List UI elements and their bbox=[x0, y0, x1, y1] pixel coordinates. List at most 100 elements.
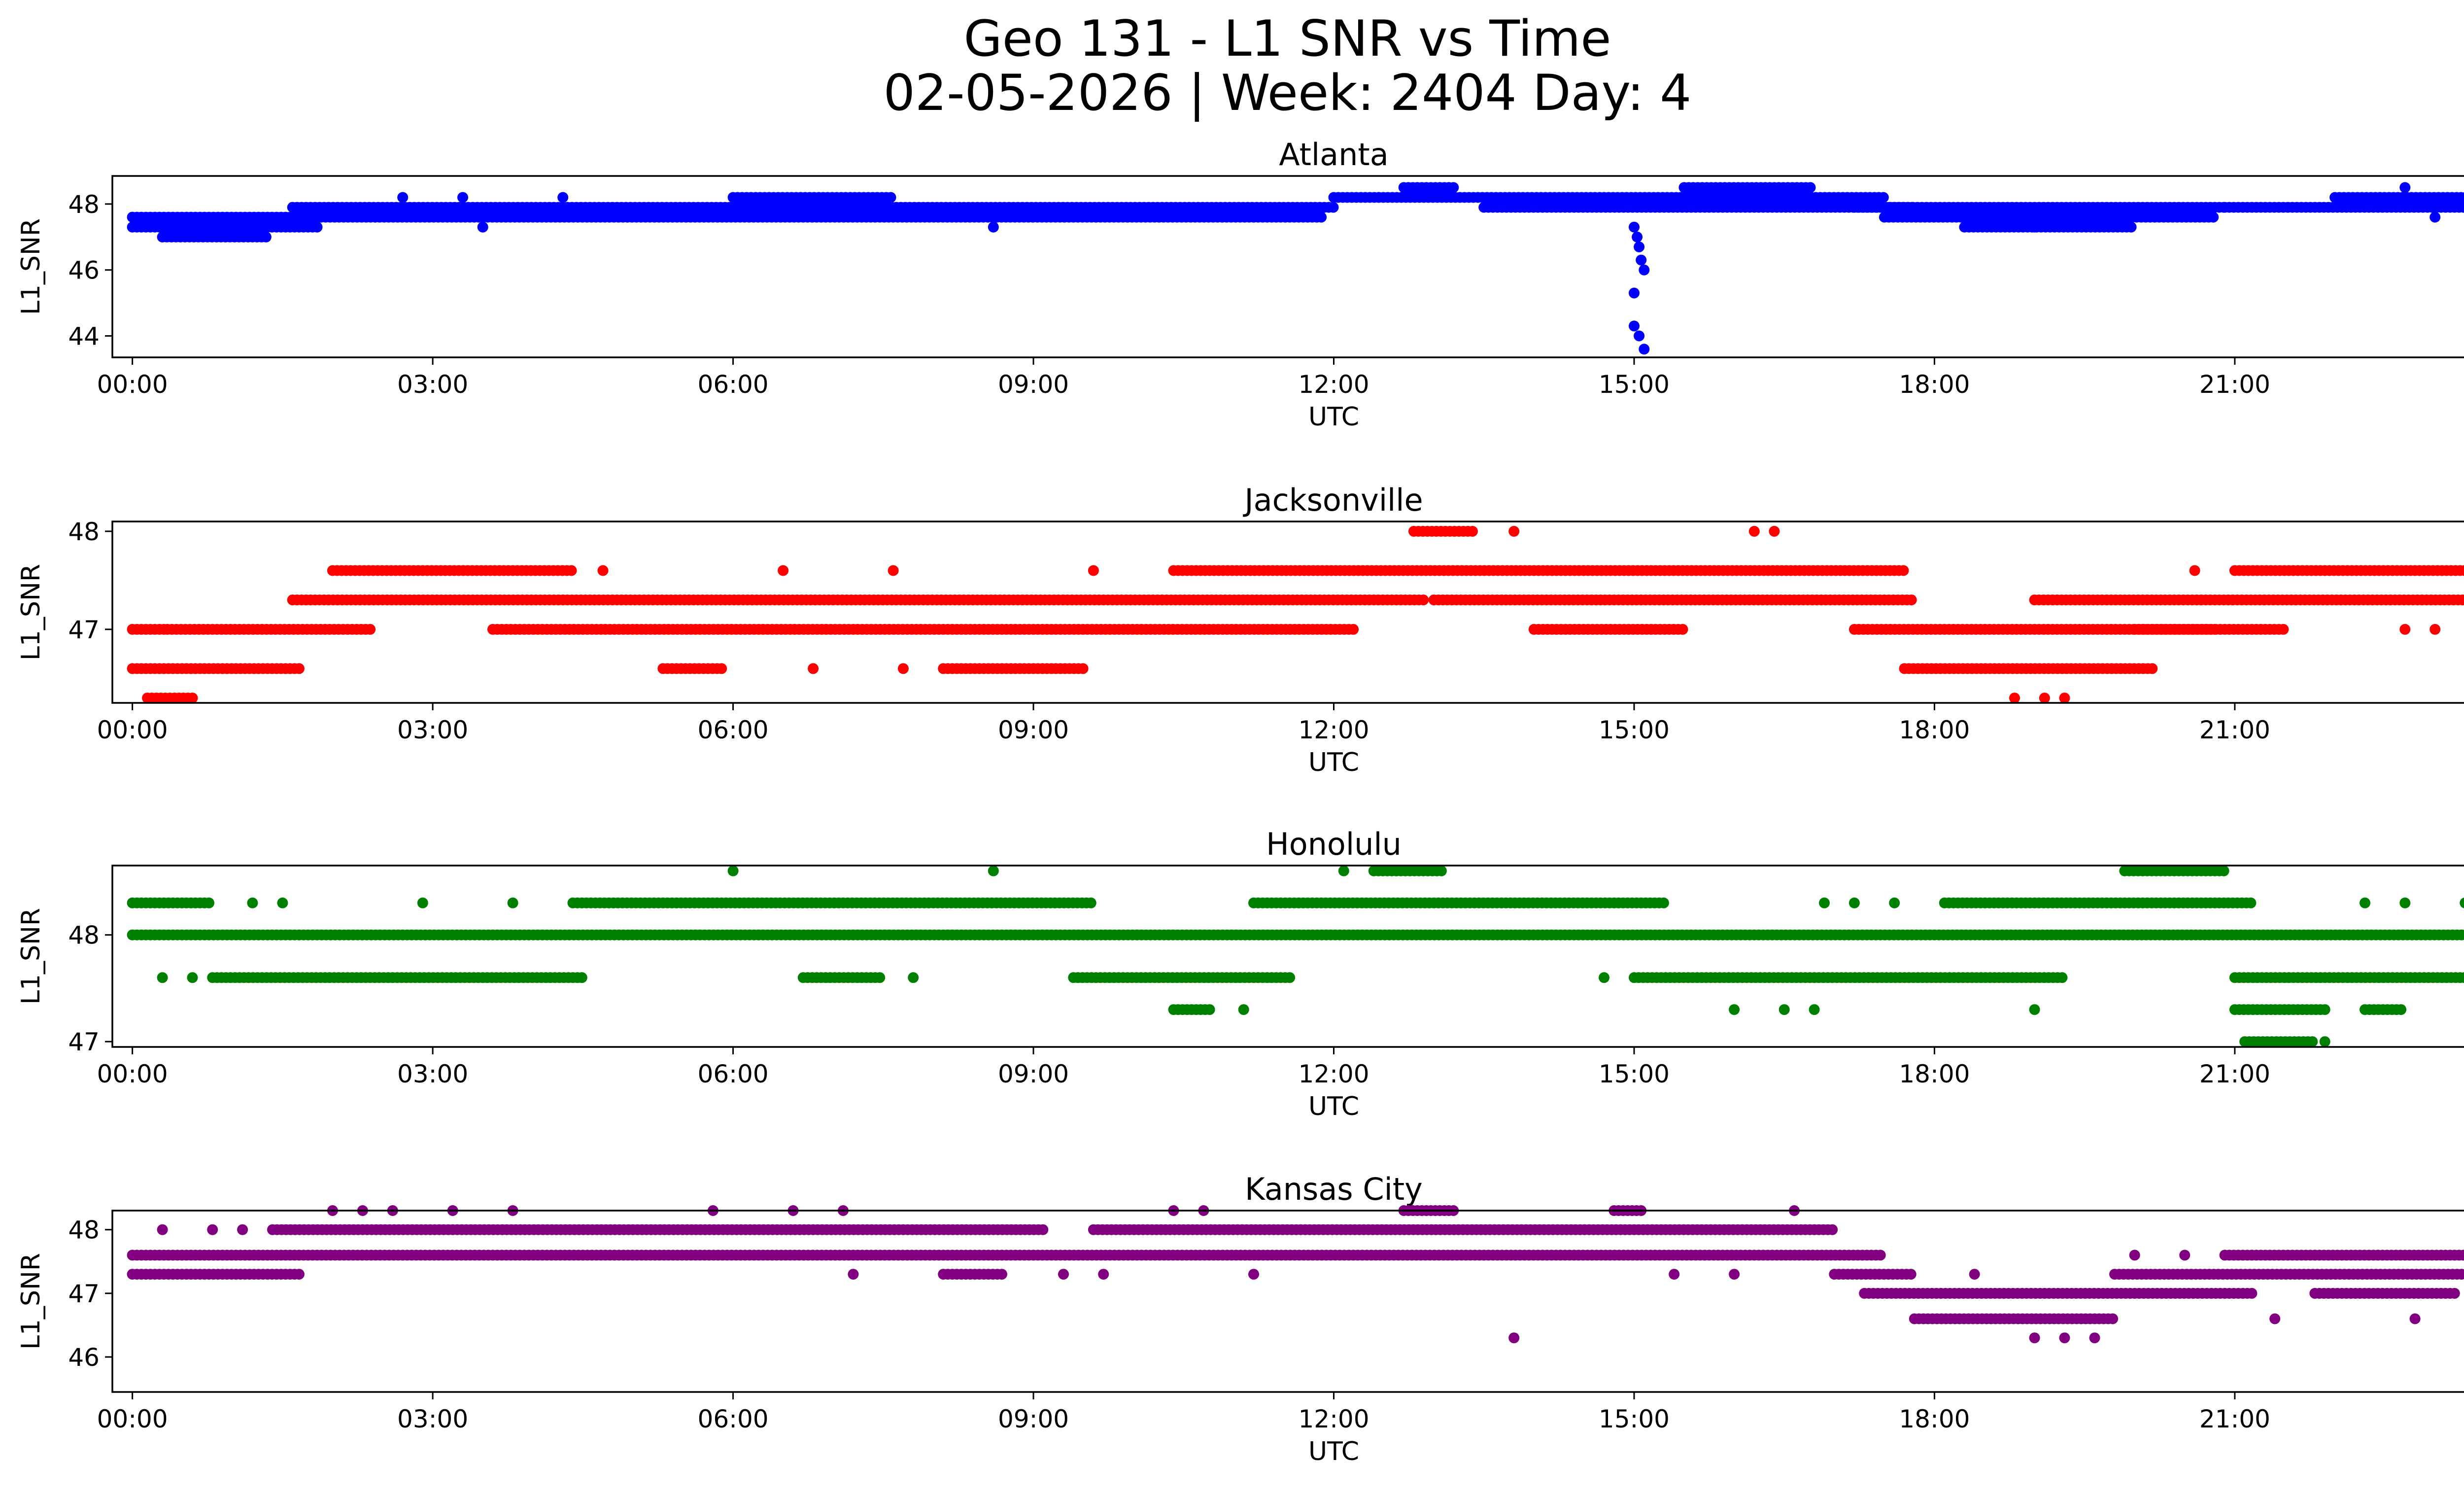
figure-title-line1: Geo 131 - L1 SNR vs Time bbox=[963, 9, 1611, 68]
x-tick-label: 09:00 bbox=[998, 1060, 1069, 1088]
data-point bbox=[2056, 972, 2068, 983]
y-tick-label: 47 bbox=[68, 616, 100, 644]
data-point bbox=[204, 897, 214, 908]
data-points bbox=[127, 865, 2464, 1047]
data-point bbox=[1827, 1224, 1838, 1235]
x-tick-label: 15:00 bbox=[1599, 370, 1670, 399]
data-point bbox=[1819, 897, 1830, 908]
data-point bbox=[311, 221, 323, 233]
data-point bbox=[2319, 1004, 2330, 1015]
x-tick-label: 09:00 bbox=[998, 370, 1069, 399]
x-tick-label: 03:00 bbox=[397, 716, 468, 744]
data-point bbox=[1769, 525, 1780, 537]
x-tick-label: 18:00 bbox=[1899, 1060, 1970, 1088]
data-point bbox=[1418, 594, 1429, 606]
y-axis-label: L1_SNR bbox=[16, 218, 46, 315]
y-tick-label: 48 bbox=[68, 921, 100, 950]
data-point bbox=[507, 897, 518, 908]
data-point bbox=[557, 192, 569, 203]
data-point bbox=[365, 624, 376, 635]
data-point bbox=[2460, 898, 2464, 908]
data-point bbox=[1037, 1224, 1049, 1235]
data-point bbox=[1905, 1269, 1916, 1280]
subplot-title: Atlanta bbox=[1279, 137, 1388, 173]
data-point bbox=[1906, 594, 1917, 606]
x-axis-label: UTC bbox=[1308, 1092, 1359, 1121]
data-point bbox=[2159, 929, 2170, 940]
data-point bbox=[2463, 204, 2464, 211]
data-point bbox=[1748, 525, 1760, 537]
y-tick-label: 48 bbox=[68, 190, 100, 219]
data-point bbox=[2009, 693, 2020, 704]
data-point bbox=[2125, 221, 2137, 233]
data-point bbox=[716, 663, 727, 674]
data-point bbox=[727, 865, 739, 876]
data-point bbox=[874, 972, 886, 983]
x-tick-label: 21:00 bbox=[2199, 716, 2270, 744]
data-points bbox=[127, 182, 2464, 355]
x-tick-label: 03:00 bbox=[397, 1060, 468, 1088]
data-point bbox=[1805, 182, 1816, 193]
data-point bbox=[1639, 264, 1650, 276]
data-point bbox=[2360, 897, 2370, 908]
data-point bbox=[2319, 1036, 2330, 1047]
data-point bbox=[293, 663, 305, 674]
data-point bbox=[1636, 254, 1647, 266]
data-point bbox=[1875, 1250, 1886, 1261]
data-point bbox=[1284, 972, 1296, 983]
data-point bbox=[2208, 211, 2219, 223]
data-point bbox=[1898, 565, 1909, 576]
x-tick-label: 06:00 bbox=[698, 716, 769, 744]
data-point bbox=[1348, 624, 1359, 635]
x-tick-label: 12:00 bbox=[1298, 370, 1369, 399]
data-point bbox=[1448, 182, 1459, 193]
data-point bbox=[1629, 320, 1640, 332]
y-tick-label: 48 bbox=[68, 518, 100, 546]
x-tick-label: 09:00 bbox=[998, 716, 1069, 744]
data-point bbox=[2461, 1269, 2464, 1280]
data-point bbox=[1729, 1004, 1740, 1015]
data-point bbox=[996, 1269, 1007, 1280]
data-point bbox=[2278, 624, 2289, 635]
x-tick-label: 06:00 bbox=[698, 1060, 769, 1088]
data-point bbox=[2459, 972, 2464, 983]
data-point bbox=[1809, 1004, 1820, 1015]
data-point bbox=[1436, 865, 1447, 876]
data-point bbox=[1238, 1004, 1249, 1015]
data-point bbox=[908, 972, 919, 983]
data-point bbox=[2399, 182, 2411, 193]
data-point bbox=[1085, 897, 1096, 908]
data-point bbox=[2458, 202, 2464, 213]
x-tick-label: 00:00 bbox=[97, 716, 168, 744]
x-tick-label: 00:00 bbox=[97, 370, 168, 399]
data-point bbox=[1316, 211, 1327, 223]
x-tick-label: 21:00 bbox=[2199, 1060, 2270, 1088]
subplot-title: Kansas City bbox=[1245, 1171, 1423, 1207]
data-point bbox=[247, 897, 258, 908]
data-point bbox=[2029, 1004, 2040, 1015]
y-axis-label: L1_SNR bbox=[16, 908, 46, 1005]
x-tick-label: 12:00 bbox=[1298, 716, 1369, 744]
data-point bbox=[2399, 897, 2411, 908]
x-tick-label: 15:00 bbox=[1599, 1060, 1670, 1088]
data-point bbox=[187, 693, 198, 704]
data-point bbox=[1338, 865, 1349, 876]
data-point bbox=[1658, 897, 1669, 908]
x-tick-label: 03:00 bbox=[397, 370, 468, 399]
y-tick-label: 44 bbox=[68, 322, 100, 351]
data-point bbox=[2458, 1250, 2464, 1261]
data-point bbox=[2463, 1252, 2464, 1259]
axes-frame bbox=[111, 521, 2464, 704]
data-point bbox=[566, 565, 577, 576]
data-point bbox=[897, 663, 909, 674]
data-point bbox=[1779, 1004, 1790, 1015]
x-tick-label: 21:00 bbox=[2199, 370, 2270, 399]
x-tick-label: 06:00 bbox=[698, 370, 769, 399]
data-point bbox=[778, 565, 789, 576]
figure-title-line2: 02-05-2026 | Week: 2404 Day: 4 bbox=[883, 64, 1692, 122]
data-point bbox=[1077, 663, 1089, 674]
data-points bbox=[127, 525, 2464, 704]
